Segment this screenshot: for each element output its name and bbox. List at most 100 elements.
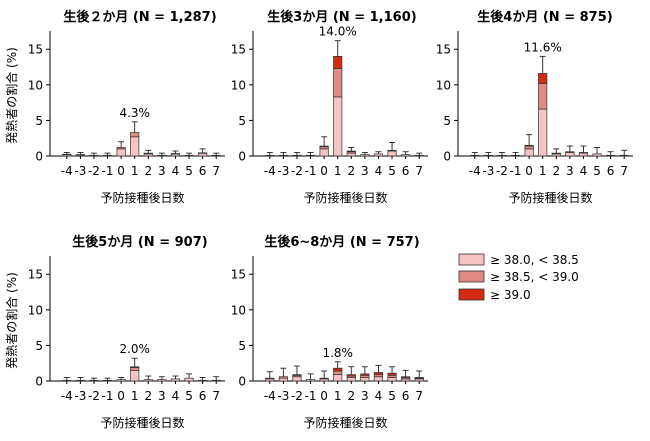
bar-segment-mid [278, 376, 288, 379]
x-tick-label: -2 [496, 164, 508, 178]
bar-segment-low [89, 379, 99, 382]
bar-segment-low [483, 154, 493, 157]
x-tick-label: -4 [61, 164, 73, 178]
bar-segment-low [278, 377, 288, 382]
bar-segment-low [373, 153, 384, 157]
bar-segment-high [333, 367, 343, 372]
x-tick-label: 3 [566, 164, 574, 178]
bar-segment-high [538, 73, 548, 84]
x-tick-label: 4 [172, 389, 180, 403]
bar-segment-low [130, 369, 140, 382]
bar-segment-low [116, 148, 126, 157]
y-tick-label: 5 [238, 339, 246, 353]
bar-segment-mid [524, 145, 534, 150]
x-tick-label: 7 [415, 389, 423, 403]
chart-title: 生後4か月 (N = 875) [477, 9, 612, 25]
x-tick-label: -4 [61, 389, 73, 403]
bar-segment-low [130, 136, 140, 157]
bar-segment-low [510, 154, 521, 157]
bar-segment-low [619, 154, 629, 157]
x-tick-label: 0 [320, 164, 328, 178]
bar-segment-low [319, 148, 329, 157]
bar-annotation: 1.8% [322, 346, 353, 360]
legend-swatch-mid [458, 270, 485, 283]
y-tick-label: 0 [35, 375, 43, 389]
bar-segment-mid [130, 132, 140, 138]
bar-segment-mid [198, 152, 208, 154]
x-axis-label: 予防接種後日数 [100, 190, 184, 205]
bar-segment-low [401, 154, 411, 157]
bar-segment-low [157, 379, 167, 382]
x-tick-label: -1 [305, 164, 317, 178]
bar-annotation: 11.6% [524, 40, 562, 54]
bar-segment-low [333, 96, 343, 157]
bar-annotation: 14.0% [319, 25, 357, 39]
bar-segment-high [401, 376, 411, 378]
bar-segment-low [62, 379, 72, 382]
x-axis-label: 予防接種後日数 [303, 415, 387, 430]
bar-segment-low [497, 154, 507, 157]
x-tick-label: 6 [199, 164, 207, 178]
y-tick-label: 15 [231, 268, 246, 282]
x-axis-label: 予防接種後日数 [508, 190, 592, 205]
bar-segment-mid [551, 152, 561, 155]
x-tick-label: 7 [620, 164, 628, 178]
bar-segment-high [387, 372, 397, 376]
bar-segment-low [211, 154, 221, 157]
bar-segment-low [89, 154, 99, 157]
x-tick-label: 2 [144, 389, 152, 403]
x-tick-label: -2 [291, 389, 303, 403]
bar-segment-low [102, 379, 113, 382]
bar-segment-mid [62, 153, 72, 156]
x-tick-label: -4 [469, 164, 481, 178]
bar-segment-low [606, 154, 616, 157]
bar-segment-low [265, 154, 275, 157]
y-tick-label: 10 [28, 78, 43, 92]
x-tick-label: 1 [334, 389, 342, 403]
x-tick-label: 4 [172, 164, 180, 178]
chart-title: 生後２か月 (N = 1,287) [63, 9, 216, 25]
bar-segment-low [75, 379, 85, 382]
bar-segment-low [578, 152, 589, 157]
bar-segment-low [387, 377, 397, 382]
x-tick-label: -1 [102, 389, 114, 403]
y-tick-label: 0 [35, 150, 43, 164]
bar-segment-low [198, 379, 208, 382]
legend-label-high: ≥ 39.0 [490, 288, 531, 302]
bar-segment-high [130, 366, 140, 368]
bar-segment-low [333, 374, 343, 382]
y-tick-label: 10 [28, 303, 43, 317]
y-axis-label: 発熱者の割合 (%) [4, 272, 19, 369]
bar-segment-mid [75, 154, 85, 156]
bar-segment-low [524, 148, 534, 157]
x-tick-label: -3 [74, 389, 86, 403]
y-tick-label: 0 [238, 375, 246, 389]
bar-segment-low [360, 377, 370, 382]
legend-swatch-high [458, 288, 485, 301]
x-tick-label: 3 [361, 389, 369, 403]
x-tick-label: 4 [580, 164, 588, 178]
bar-segment-high [292, 374, 302, 376]
x-axis-label: 予防接種後日数 [303, 190, 387, 205]
bar-segment-low [346, 152, 356, 157]
x-tick-label: -1 [102, 164, 114, 178]
bar-segment-low [157, 154, 167, 157]
x-tick-label: -1 [305, 389, 317, 403]
bar-segment-high [524, 144, 534, 147]
y-tick-label: 0 [443, 150, 451, 164]
bar-segment-low [278, 154, 288, 157]
x-tick-label: 4 [375, 164, 383, 178]
bar-segment-high [346, 374, 356, 377]
bar-segment-low [170, 378, 181, 382]
x-tick-label: -3 [277, 389, 289, 403]
bar-segment-mid [538, 83, 548, 110]
y-tick-label: 15 [28, 43, 43, 57]
bar-segment-high [360, 373, 370, 376]
x-tick-label: 0 [320, 389, 328, 403]
bar-segment-mid [333, 68, 343, 98]
x-tick-label: 1 [539, 164, 547, 178]
bar-segment-low [387, 150, 397, 157]
y-tick-label: 0 [238, 150, 246, 164]
bar-segment-low [292, 376, 302, 382]
